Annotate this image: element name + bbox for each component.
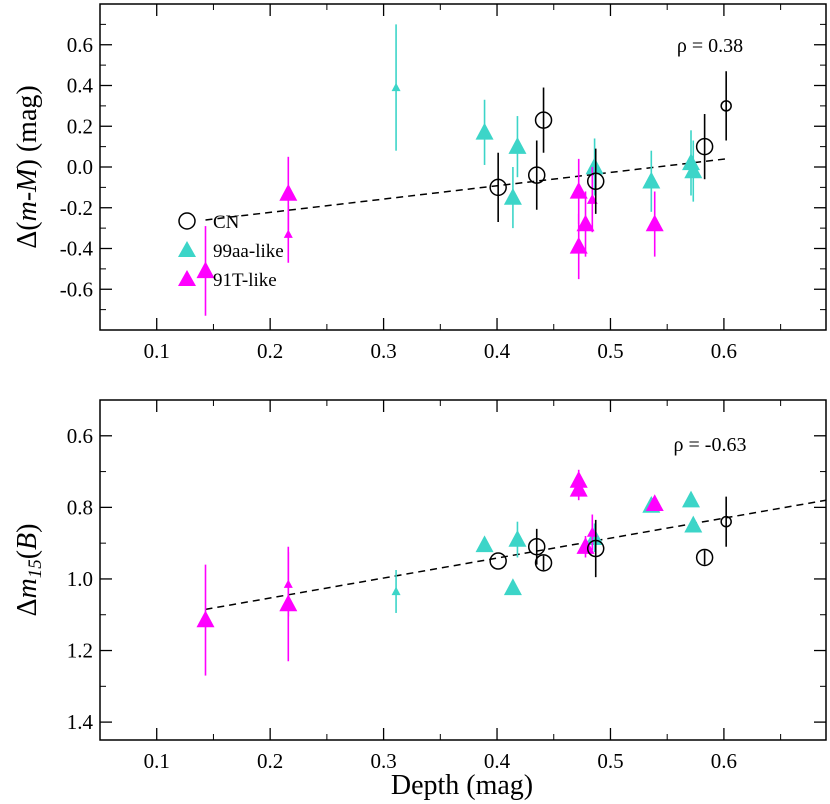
- cn-point: [527, 537, 546, 556]
- bottom-y-tick-label: 1.4: [67, 710, 94, 734]
- bottom-annotation: ρ = -0.63: [674, 434, 747, 456]
- legend-cn-label: CN: [213, 212, 240, 233]
- top-ticks: 0.1 0.2 0.3 0.4 0.5 0.6 -0.6 -0.4 -0.2 0.0 0.2 0.4 0…: [60, 4, 826, 363]
- top-x-tick-label: 0.5: [597, 339, 623, 363]
- legend: CN 99aa-like 91T-like: [178, 212, 284, 291]
- top-fit-line: [205, 158, 727, 221]
- top-annotation: ρ = 0.38: [677, 35, 743, 57]
- bottom-x-tick-label: 0.2: [257, 749, 283, 773]
- bottom-y-axis-title-part: (: [12, 550, 43, 559]
- aa99-point: [684, 161, 703, 179]
- bottom-fit-line-segment: [205, 499, 827, 611]
- bottom-y-tick-label: 0.6: [67, 424, 93, 448]
- top-y-tick-label: -0.6: [60, 277, 93, 301]
- t91-point: [196, 610, 215, 628]
- aa99-point: [475, 122, 494, 140]
- bottom-y-tick-label: 1.2: [67, 639, 93, 663]
- aa99-point: [585, 157, 604, 175]
- top-y-tick-label: 0.2: [67, 114, 93, 138]
- legend-t91-label: 91T-like: [213, 270, 277, 291]
- cn-point: [695, 137, 714, 156]
- cn-point: [527, 166, 546, 184]
- bottom-y-axis-title-part: ): [12, 523, 43, 532]
- bottom-data-points: [196, 469, 732, 676]
- cn-point: [695, 548, 714, 567]
- bottom-y-tick-label: 1.0: [67, 567, 93, 591]
- bottom-ticks: 0.1 0.2 0.3 0.4 0.5 0.6 0.6 0.8 1.0 1.2 1.4: [67, 399, 826, 773]
- aa99-point: [503, 578, 522, 596]
- bottom-plot-frame: [99, 399, 827, 741]
- cn-point: [720, 100, 732, 112]
- aa99-point: [475, 535, 494, 553]
- t91-point: [576, 537, 595, 554]
- legend-t91-marker: [178, 270, 196, 286]
- cn-point: [489, 552, 507, 570]
- t91-point: [196, 261, 215, 279]
- t91-point: [569, 181, 588, 199]
- t91-point: [576, 214, 595, 232]
- bottom-y-axis-title-part: Δ: [12, 598, 43, 616]
- bottom-x-tick-label: 0.5: [597, 749, 623, 773]
- legend-aa99-marker: [178, 241, 196, 257]
- x-axis-title: Depth (mag): [391, 770, 533, 801]
- top-x-tick-label: 0.6: [711, 339, 737, 363]
- top-x-tick-label: 0.3: [370, 339, 396, 363]
- aa99-point: [503, 187, 522, 205]
- t91-point: [569, 236, 588, 254]
- top-panel: 0.1 0.2 0.3 0.4 0.5 0.6 -0.6 -0.4 -0.2 0.0 0.2 0.4 0…: [12, 3, 827, 363]
- t91-point: [645, 214, 664, 232]
- aa99-point: [391, 586, 401, 596]
- t91-point: [645, 494, 664, 511]
- top-y-axis-title-part: ) (mag): [12, 85, 43, 168]
- bottom-y-tick-label: 0.8: [67, 495, 93, 519]
- bottom-x-tick-label: 0.4: [484, 749, 511, 773]
- t91-point: [283, 229, 293, 238]
- bottom-y-axis-title-part: 15: [25, 559, 46, 578]
- aa99-point: [682, 490, 701, 508]
- cn-point: [489, 178, 507, 197]
- top-fit-line-segment: [205, 158, 727, 221]
- legend-cn-marker: [178, 212, 196, 230]
- top-y-axis-title: Δ(m-M) (mag): [12, 85, 43, 248]
- top-x-tick-label: 0.4: [484, 339, 511, 363]
- top-y-tick-label: 0.0: [67, 155, 93, 179]
- top-y-axis-title-part: Δ(: [12, 221, 43, 248]
- aa99-point: [642, 171, 661, 189]
- aa99-point: [684, 515, 703, 533]
- bottom-y-axis-title-part: m: [12, 578, 43, 598]
- legend-aa99-label: 99aa-like: [213, 241, 284, 262]
- top-y-tick-label: 0.6: [67, 33, 93, 57]
- cn-point: [586, 172, 605, 191]
- t91-point: [279, 183, 298, 201]
- top-y-tick-label: 0.4: [67, 74, 94, 98]
- cn-point: [586, 539, 605, 558]
- bottom-x-tick-label: 0.3: [370, 749, 396, 773]
- bottom-x-tick-label: 0.1: [144, 749, 170, 773]
- top-y-axis-title-part: m-M: [12, 167, 43, 222]
- top-data-points: [196, 24, 732, 316]
- cn-point: [534, 111, 553, 129]
- cn-point: [720, 515, 732, 528]
- aa99-point: [508, 137, 527, 154]
- bottom-y-axis-title: Δm15(B): [12, 523, 46, 616]
- top-x-tick-label: 0.2: [257, 339, 283, 363]
- bottom-panel: 0.1 0.2 0.3 0.4 0.5 0.6 0.6 0.8 1.0 1.2 1.4 ρ = -0…: [12, 399, 827, 801]
- top-y-tick-label: -0.4: [60, 237, 94, 261]
- bottom-y-axis-title-part: B: [12, 533, 43, 550]
- top-x-tick-label: 0.1: [144, 339, 170, 363]
- t91-point: [569, 479, 588, 497]
- cn-point: [534, 554, 553, 572]
- t91-point: [279, 594, 298, 612]
- bottom-fit-line: [205, 499, 827, 611]
- aa99-point: [391, 82, 401, 92]
- top-y-tick-label: -0.2: [60, 196, 93, 220]
- bottom-x-tick-label: 0.6: [711, 749, 737, 773]
- aa99-point: [508, 529, 527, 547]
